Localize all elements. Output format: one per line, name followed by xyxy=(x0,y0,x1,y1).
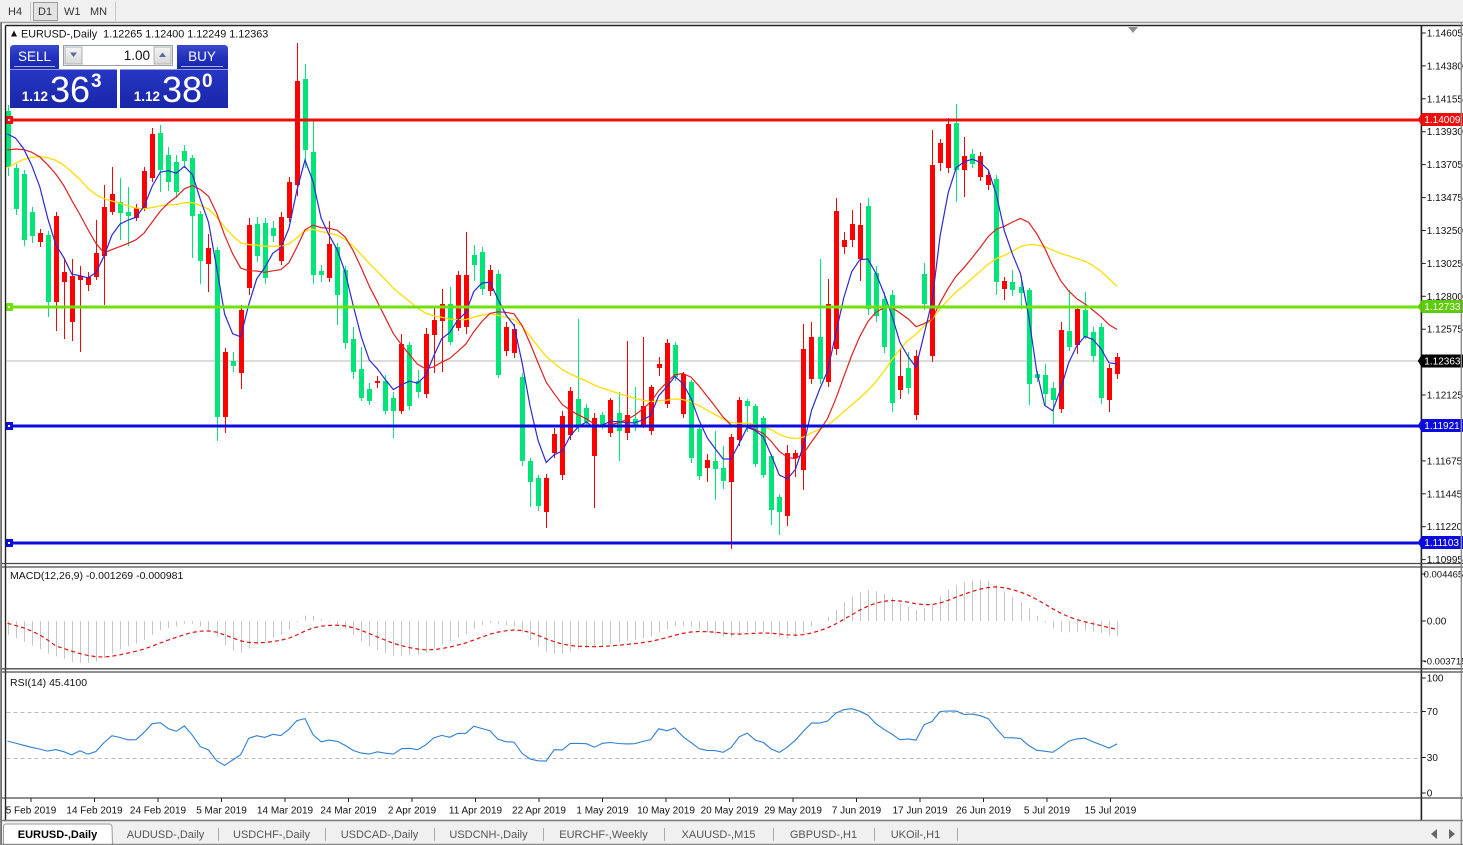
svg-text:1.13930: 1.13930 xyxy=(1427,127,1463,138)
svg-text:1.12: 1.12 xyxy=(22,89,48,104)
svg-text:EURUSD-,Daily 1.12265 1.12400: EURUSD-,Daily 1.12265 1.12400 1.12249 1.… xyxy=(21,29,268,41)
svg-text:EURCHF-,Weekly: EURCHF-,Weekly xyxy=(559,829,648,841)
svg-text:GBPUSD-,H1: GBPUSD-,H1 xyxy=(790,829,857,841)
svg-text:1.14605: 1.14605 xyxy=(1427,29,1463,40)
svg-text:USDCHF-,Daily: USDCHF-,Daily xyxy=(233,829,311,841)
svg-text:14 Feb 2019: 14 Feb 2019 xyxy=(66,806,123,817)
svg-text:100: 100 xyxy=(1427,674,1444,685)
svg-text:7 Jun 2019: 7 Jun 2019 xyxy=(832,806,882,817)
svg-text:2 Apr 2019: 2 Apr 2019 xyxy=(388,806,437,817)
svg-text:1.13475: 1.13475 xyxy=(1427,193,1463,204)
svg-text:1.14380: 1.14380 xyxy=(1427,61,1463,72)
svg-text:1.13250: 1.13250 xyxy=(1427,226,1463,237)
svg-text:MN: MN xyxy=(90,6,107,18)
svg-text:22 Apr 2019: 22 Apr 2019 xyxy=(512,806,566,817)
svg-text:38: 38 xyxy=(162,69,202,110)
svg-text:1.14155: 1.14155 xyxy=(1427,94,1463,105)
svg-text:0.004465: 0.004465 xyxy=(1424,570,1463,581)
svg-text:USDCNH-,Daily: USDCNH-,Daily xyxy=(449,829,528,841)
svg-text:1.10995: 1.10995 xyxy=(1427,555,1463,566)
svg-text:XAUUSD-,M15: XAUUSD-,M15 xyxy=(682,829,756,841)
svg-text:1.12125: 1.12125 xyxy=(1427,391,1463,402)
svg-text:1.13025: 1.13025 xyxy=(1427,259,1463,270)
svg-text:1.12733: 1.12733 xyxy=(1424,302,1461,313)
svg-text:1.12363: 1.12363 xyxy=(1424,357,1461,368)
svg-text:1 May 2019: 1 May 2019 xyxy=(576,806,629,817)
svg-text:3: 3 xyxy=(91,71,102,92)
svg-text:0: 0 xyxy=(202,71,213,92)
svg-text:D1: D1 xyxy=(38,6,52,18)
svg-text:SELL: SELL xyxy=(18,49,52,64)
svg-text:BUY: BUY xyxy=(188,49,216,64)
svg-text:14 Mar 2019: 14 Mar 2019 xyxy=(257,806,314,817)
svg-text:1.00: 1.00 xyxy=(124,48,150,63)
svg-text:24 Mar 2019: 24 Mar 2019 xyxy=(320,806,377,817)
svg-text:1.11220: 1.11220 xyxy=(1427,522,1463,533)
svg-text:0: 0 xyxy=(1427,789,1433,800)
svg-text:29 May 2019: 29 May 2019 xyxy=(764,806,822,817)
svg-text:AUDUSD-,Daily: AUDUSD-,Daily xyxy=(127,829,205,841)
svg-text:1.12575: 1.12575 xyxy=(1427,325,1463,336)
svg-text:EURUSD-,Daily: EURUSD-,Daily xyxy=(18,829,98,841)
svg-text:20 May 2019: 20 May 2019 xyxy=(701,806,759,817)
svg-text:1.12: 1.12 xyxy=(134,89,160,104)
svg-text:5 Mar 2019: 5 Mar 2019 xyxy=(196,806,247,817)
svg-text:15 Jul 2019: 15 Jul 2019 xyxy=(1085,806,1137,817)
svg-text:1.11445: 1.11445 xyxy=(1427,489,1463,500)
svg-text:10 May 2019: 10 May 2019 xyxy=(637,806,695,817)
svg-text:1.13705: 1.13705 xyxy=(1427,160,1463,171)
svg-text:24 Feb 2019: 24 Feb 2019 xyxy=(130,806,187,817)
svg-text:1.11921: 1.11921 xyxy=(1424,421,1460,432)
svg-text:36: 36 xyxy=(50,69,90,110)
svg-text:11 Apr 2019: 11 Apr 2019 xyxy=(449,806,503,817)
svg-text:1.12800: 1.12800 xyxy=(1427,292,1463,303)
svg-text:MACD(12,26,9) -0.001269 -0.000: MACD(12,26,9) -0.001269 -0.000981 xyxy=(10,570,184,582)
svg-text:30: 30 xyxy=(1427,753,1439,764)
svg-text:0.00: 0.00 xyxy=(1427,617,1447,628)
svg-text:70: 70 xyxy=(1427,707,1439,718)
svg-text:1.14009: 1.14009 xyxy=(1424,115,1461,126)
svg-text:1.11103: 1.11103 xyxy=(1424,538,1459,549)
svg-text:H4: H4 xyxy=(8,6,22,18)
svg-text:USDCAD-,Daily: USDCAD-,Daily xyxy=(341,829,419,841)
svg-text:-0.003715: -0.003715 xyxy=(1424,657,1463,668)
svg-text:5 Jul 2019: 5 Jul 2019 xyxy=(1024,806,1071,817)
svg-text:W1: W1 xyxy=(64,6,81,18)
svg-text:RSI(14) 45.4100: RSI(14) 45.4100 xyxy=(10,677,87,689)
svg-text:17 Jun 2019: 17 Jun 2019 xyxy=(892,806,947,817)
svg-text:5 Feb 2019: 5 Feb 2019 xyxy=(6,806,57,817)
svg-text:26 Jun 2019: 26 Jun 2019 xyxy=(956,806,1011,817)
svg-text:UKOil-,H1: UKOil-,H1 xyxy=(891,829,941,841)
svg-text:1.11675: 1.11675 xyxy=(1427,456,1463,467)
